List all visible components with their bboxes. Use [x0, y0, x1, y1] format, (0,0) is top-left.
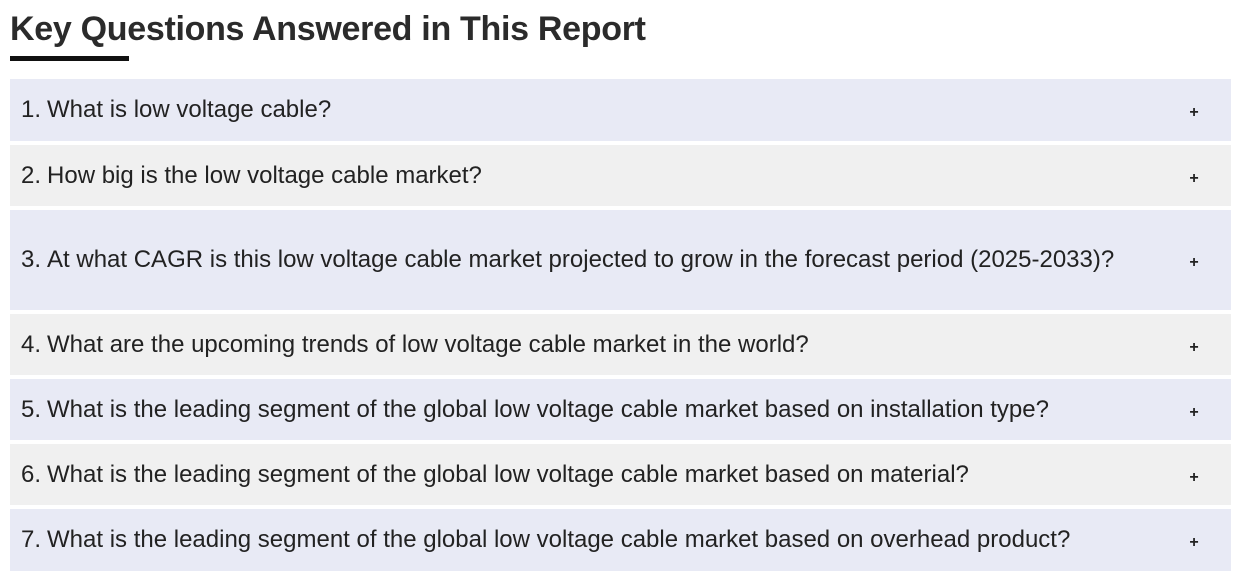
- faq-number: 2.: [21, 161, 42, 189]
- plus-icon[interactable]: +: [1189, 338, 1199, 356]
- faq-number: 4.: [21, 330, 42, 358]
- plus-icon[interactable]: +: [1189, 468, 1199, 486]
- plus-icon[interactable]: +: [1189, 104, 1199, 121]
- faq-question: What are the upcoming trends of low volt…: [47, 330, 809, 358]
- faq-question: What is the leading segment of the globa…: [47, 395, 1049, 423]
- heading-underline: [10, 56, 129, 61]
- faq-item-6[interactable]: 6. What is the leading segment of the gl…: [10, 444, 1231, 505]
- plus-icon[interactable]: +: [1189, 403, 1199, 421]
- faq-question: What is the leading segment of the globa…: [47, 460, 969, 488]
- faq-item-5[interactable]: 5. What is the leading segment of the gl…: [10, 379, 1231, 440]
- section-heading: Key Questions Answered in This Report: [10, 10, 646, 48]
- plus-icon[interactable]: +: [1189, 169, 1199, 187]
- faq-number: 6.: [21, 460, 42, 488]
- faq-list: 1. What is low voltage cable? + 2. How b…: [10, 79, 1231, 573]
- faq-item-7[interactable]: 7. What is the leading segment of the gl…: [10, 509, 1231, 571]
- faq-item-4[interactable]: 4. What are the upcoming trends of low v…: [10, 314, 1231, 375]
- faq-number: 5.: [21, 395, 42, 423]
- faq-question: How big is the low voltage cable market?: [47, 161, 482, 189]
- faq-item-2[interactable]: 2. How big is the low voltage cable mark…: [10, 145, 1231, 206]
- faq-item-1[interactable]: 1. What is low voltage cable? +: [10, 79, 1231, 141]
- faq-item-3[interactable]: 3. At what CAGR is this low voltage cabl…: [10, 210, 1231, 310]
- plus-icon[interactable]: +: [1189, 254, 1199, 271]
- faq-question: At what CAGR is this low voltage cable m…: [47, 246, 1115, 273]
- faq-number: 3.: [21, 246, 42, 273]
- faq-question: What is the leading segment of the globa…: [47, 526, 1071, 553]
- plus-icon[interactable]: +: [1189, 534, 1199, 551]
- faq-question: What is low voltage cable?: [47, 96, 332, 123]
- faq-number: 1.: [21, 96, 42, 123]
- faq-number: 7.: [21, 526, 42, 553]
